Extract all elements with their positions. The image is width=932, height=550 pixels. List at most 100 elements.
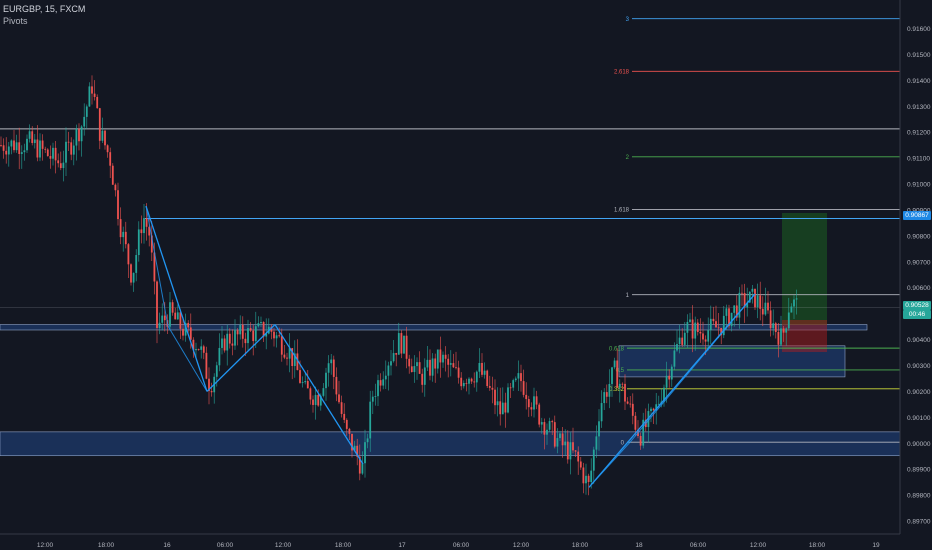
candle-body xyxy=(621,383,624,385)
candle-body xyxy=(514,378,517,381)
candle-body xyxy=(104,130,106,146)
candle-body xyxy=(769,310,772,329)
candle-body xyxy=(475,371,478,383)
zone-rect[interactable] xyxy=(0,431,901,457)
time-tick-label: 17 xyxy=(398,542,406,549)
candle-body xyxy=(265,333,268,337)
last-price-tag: 0.90528 xyxy=(903,301,931,310)
candle-body xyxy=(764,302,767,315)
candle-body xyxy=(309,388,312,400)
zigzag-leg[interactable] xyxy=(206,324,276,392)
candle-body xyxy=(366,438,369,443)
candle-body xyxy=(13,140,15,151)
candle-body xyxy=(457,367,460,378)
candle-body xyxy=(650,408,652,412)
candle-body xyxy=(249,328,252,331)
candle-body xyxy=(72,145,75,155)
candle-body xyxy=(153,252,156,282)
candle-body xyxy=(377,380,379,397)
candle-body xyxy=(507,387,509,413)
time-axis[interactable]: 12:00 18:00 16 06:00 12:00 18:00 17 06:00 12:00 1… xyxy=(0,533,900,549)
candle-body xyxy=(254,326,257,342)
candle-body xyxy=(31,131,34,143)
candle-body xyxy=(218,347,221,366)
candle-body xyxy=(624,383,626,402)
time-tick-label: 18:00 xyxy=(335,542,352,549)
candle-body xyxy=(442,354,444,363)
candle-body xyxy=(455,367,457,369)
candle-body xyxy=(735,305,738,318)
candle-body xyxy=(379,380,382,386)
time-tick-label: 12:00 xyxy=(750,542,767,549)
candle-body xyxy=(748,291,751,303)
candle-body xyxy=(234,330,236,346)
candle-body xyxy=(41,140,44,149)
zone-rect[interactable] xyxy=(618,345,846,378)
fib-level-label: 0.5 xyxy=(616,368,625,374)
zigzag-leg[interactable] xyxy=(167,325,208,392)
time-tick-label: 12:00 xyxy=(513,542,530,549)
zigzag-leg[interactable] xyxy=(274,324,364,465)
price-tick-label: 0.90200 xyxy=(907,389,931,396)
time-tick-label: 06:00 xyxy=(217,542,234,549)
candles xyxy=(0,75,798,496)
candle-body xyxy=(600,403,603,422)
candle-body xyxy=(421,373,424,385)
price-tick-label: 0.91000 xyxy=(907,182,931,189)
candle-body xyxy=(678,337,681,345)
zigzag-leg[interactable] xyxy=(629,293,756,443)
candle-body xyxy=(689,319,691,322)
candle-body xyxy=(512,380,515,388)
candle-body xyxy=(304,381,307,383)
candle-body xyxy=(574,450,577,452)
price-axis[interactable]: 0.91600 0.91500 0.91400 0.91300 0.91200 0.911… xyxy=(899,0,931,534)
candle-body xyxy=(668,375,671,380)
time-tick-label: 16 xyxy=(163,542,171,549)
candle-body xyxy=(436,349,439,369)
zigzag-leg[interactable] xyxy=(145,205,169,327)
candle-body xyxy=(335,376,338,395)
candle-body xyxy=(317,394,320,406)
candle-body xyxy=(761,308,764,315)
candle-body xyxy=(28,131,31,139)
candle-body xyxy=(384,375,387,380)
candle-body xyxy=(465,382,468,384)
candle-body xyxy=(452,363,455,368)
fib-level-label: 0.618 xyxy=(609,346,625,352)
candle-body xyxy=(533,396,535,410)
candle-body xyxy=(546,429,548,435)
supply-demand-zones xyxy=(0,324,901,457)
candle-body xyxy=(663,387,665,402)
candle-body xyxy=(169,302,171,327)
candle-body xyxy=(681,337,684,345)
candle-body xyxy=(98,108,101,141)
price-tick-label: 0.91500 xyxy=(907,52,931,59)
zigzag-leg[interactable] xyxy=(588,441,631,488)
candle-body xyxy=(130,264,132,283)
candle-body xyxy=(473,381,476,383)
long-position-tool[interactable] xyxy=(782,213,827,352)
time-tick-label: 06:00 xyxy=(453,542,470,549)
candle-body xyxy=(275,335,278,339)
candle-body xyxy=(642,419,645,446)
candle-body xyxy=(122,231,125,238)
zone-rect[interactable] xyxy=(0,324,868,331)
candle-body xyxy=(369,401,372,439)
candle-body xyxy=(148,226,151,236)
profit-zone[interactable] xyxy=(782,213,827,325)
candle-body xyxy=(478,362,481,372)
candle-body xyxy=(39,140,41,158)
candle-body xyxy=(566,441,569,460)
candle-body xyxy=(743,293,746,308)
symbol-title[interactable]: EURGBP, 15, FXCM xyxy=(3,4,86,14)
candle-body xyxy=(223,338,226,351)
price-tick-label: 0.90700 xyxy=(907,259,931,266)
candle-body xyxy=(657,403,660,405)
indicator-label[interactable]: Pivots xyxy=(3,16,28,26)
candle-body xyxy=(577,451,580,462)
candle-body xyxy=(460,377,463,387)
candle-body xyxy=(572,442,574,451)
zigzag-pattern[interactable] xyxy=(145,205,756,488)
zigzag-leg[interactable] xyxy=(145,205,208,392)
